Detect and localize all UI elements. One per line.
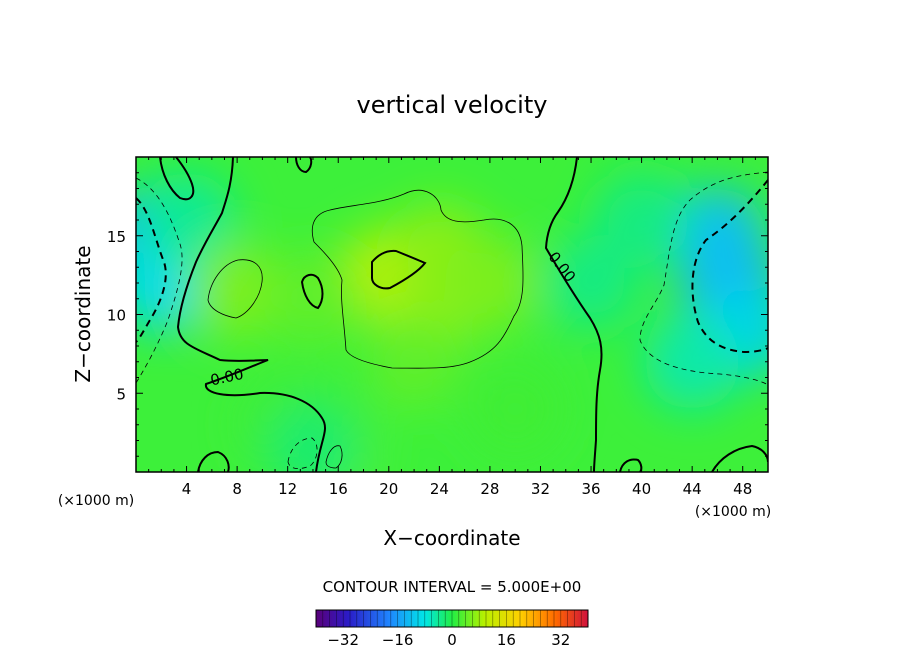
- field-cell: [441, 235, 538, 331]
- x-tick-label: 20: [379, 480, 398, 498]
- contour-neg-left-dashed: [136, 197, 167, 343]
- contour-interval: CONTOUR INTERVAL = 5.000E+00: [323, 578, 582, 596]
- contour-neg-right-dashed: [691, 179, 768, 354]
- x-tick-label: 8: [232, 480, 242, 498]
- chart-title: vertical velocity: [357, 91, 548, 119]
- y-tick-label: 5: [116, 385, 126, 403]
- y-axis-label: Z−coordinate: [71, 245, 95, 382]
- x-tick-label: 24: [430, 480, 449, 498]
- x-unit-left: (×1000 m): [58, 493, 134, 509]
- field-cell: [366, 313, 463, 410]
- x-tick-label: 16: [329, 480, 348, 498]
- y-tick-label: 10: [107, 307, 126, 325]
- y-tick-label: 15: [107, 228, 126, 246]
- colorbar-tick-label: −16: [382, 631, 414, 649]
- x-tick-label: 28: [480, 480, 499, 498]
- field-cell: [669, 187, 766, 284]
- field-cell: [264, 250, 361, 347]
- contour-positive-small: [300, 273, 324, 310]
- field-cell: [264, 400, 361, 472]
- x-tick-label: 40: [632, 480, 651, 498]
- contour-small-bottom: [325, 445, 343, 469]
- contour-positive-center: [371, 249, 427, 290]
- contour-zero-left: [176, 157, 326, 472]
- colorbar: −32 −16 0 16 32: [315, 609, 589, 649]
- y-axis: 5 10 15: [107, 172, 768, 457]
- colorbar-tick-label: −32: [327, 631, 359, 649]
- contour-5-center: [311, 189, 524, 369]
- colorbar-tick-label: 0: [447, 631, 457, 649]
- x-tick-label: 4: [182, 480, 192, 498]
- x-tick-label: 44: [683, 480, 702, 498]
- x-tick-label: 48: [733, 480, 752, 498]
- field-cell: [543, 235, 640, 331]
- contour-neg-bottom-dashed: [287, 437, 318, 470]
- x-unit-right: (×1000 m): [695, 504, 771, 520]
- x-tick-label: 36: [581, 480, 600, 498]
- x-axis-label: X−coordinate: [383, 526, 520, 550]
- colorbar-segments: [322, 610, 582, 627]
- contour-bottom-left: [197, 450, 230, 472]
- field-cell: [138, 172, 235, 268]
- contour-neg-right-thin: [639, 171, 768, 386]
- colorbar-tick-label: 32: [551, 631, 570, 649]
- colorbar-tick-label: 16: [497, 631, 516, 649]
- field-cell: [467, 361, 564, 457]
- colorbar-ticks: −32 −16 0 16 32: [327, 631, 570, 649]
- field-cell: [189, 242, 286, 339]
- contour-lines: [136, 157, 768, 472]
- x-tick-label: 12: [278, 480, 297, 498]
- contour-topleft-loop: [159, 157, 195, 201]
- field-cell: [644, 313, 741, 410]
- contour-zero-right: [544, 157, 603, 472]
- x-tick-label: 32: [531, 480, 550, 498]
- field-cells: [136, 172, 768, 472]
- contour-neg-left-thin: [136, 177, 183, 384]
- contour-top-mid: [295, 157, 313, 174]
- x-axis: 4 8 12 16 20 24 28 32 36 40 44 48: [148, 157, 756, 498]
- contour-5-left: [207, 259, 263, 319]
- plot-area: 0.00 0.00: [136, 157, 768, 472]
